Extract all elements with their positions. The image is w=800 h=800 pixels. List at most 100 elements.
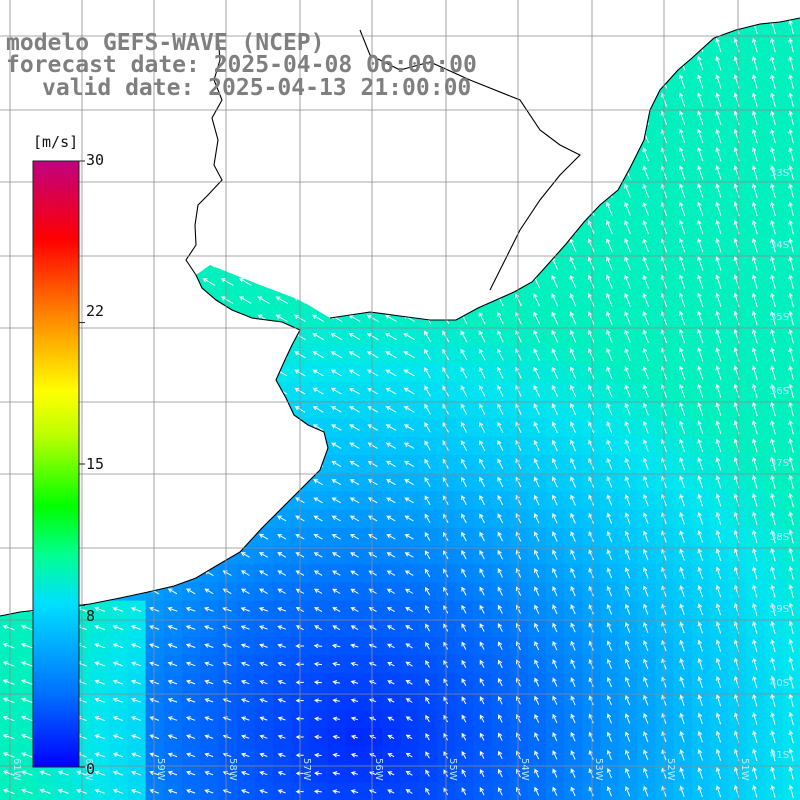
wind-arrow (606, 786, 612, 797)
wind-arrow (715, 584, 722, 598)
wind-cell (127, 291, 147, 310)
wind-cell (218, 509, 238, 529)
wind-arrow (239, 442, 251, 449)
wind-arrow (274, 150, 289, 159)
wind-cell (455, 291, 474, 310)
wind-cell (0, 564, 19, 583)
wind-arrow (367, 369, 379, 377)
wind-cell (327, 254, 347, 274)
wind-arrow (606, 421, 613, 434)
wind-cell (418, 254, 438, 274)
wind-arrow (403, 460, 415, 468)
wind-cell (91, 218, 110, 238)
wind-arrow (624, 676, 631, 688)
wind-cell (163, 127, 183, 147)
wind-arrow (349, 515, 360, 522)
wind-arrow (350, 661, 359, 667)
wind-arrow (165, 223, 180, 232)
wind-arrow (606, 713, 612, 724)
wind-cell (382, 200, 401, 219)
wind-arrow (423, 147, 432, 161)
wind-arrow (167, 588, 178, 595)
wind-cell (254, 218, 274, 238)
wind-arrow (423, 129, 432, 143)
wind-arrow (624, 56, 631, 71)
wind-arrow (1, 277, 16, 286)
wind-arrow (770, 419, 776, 435)
wind-cell (309, 236, 329, 256)
wind-cell (400, 182, 420, 201)
wind-arrow (165, 241, 180, 250)
wind-arrow (642, 37, 649, 53)
wind-cell (0, 546, 19, 565)
wind-cell (182, 345, 201, 365)
wind-arrow (588, 421, 595, 434)
wind-arrow (2, 496, 15, 504)
wind-arrow (751, 37, 758, 53)
wind-cell (0, 127, 19, 147)
wind-arrow (461, 696, 467, 705)
wind-arrow (770, 201, 776, 217)
wind-arrow (256, 168, 271, 177)
wind-arrow (384, 132, 398, 141)
wind-arrow (239, 296, 252, 304)
wind-arrow (715, 128, 722, 144)
wind-arrow (403, 6, 415, 13)
wind-arrow (461, 678, 467, 687)
wind-cell (491, 109, 511, 128)
wind-arrow (478, 385, 486, 397)
wind-cell (0, 382, 19, 401)
wind-arrow (679, 785, 685, 797)
wind-arrow (313, 698, 322, 703)
wind-arrow (148, 442, 160, 450)
wind-arrow (366, 351, 379, 359)
wind-arrow (129, 314, 143, 323)
wind-arrow (275, 332, 288, 341)
wind-arrow (384, 259, 398, 268)
wind-cell (127, 327, 147, 347)
wind-arrow (606, 219, 613, 235)
wind-arrow (533, 384, 540, 397)
wind-arrow (202, 205, 216, 214)
wind-arrow (256, 205, 271, 214)
wind-arrow (403, 351, 415, 359)
wind-arrow (770, 110, 776, 126)
wind-arrow (130, 405, 142, 413)
wind-arrow (752, 693, 758, 707)
wind-arrow (588, 439, 595, 452)
wind-arrow (167, 625, 178, 630)
wind-arrow (240, 698, 250, 703)
wind-arrow (129, 259, 143, 268)
wind-arrow (402, 41, 416, 50)
wind-arrow (460, 183, 468, 198)
wind-cell (254, 254, 274, 274)
wind-cell (564, 91, 583, 110)
wind-cell (546, 109, 565, 128)
wind-arrow (770, 128, 776, 144)
wind-arrow (624, 603, 631, 615)
wind-arrow (642, 457, 649, 470)
wind-arrow (147, 278, 161, 286)
wind-arrow (148, 351, 161, 359)
wind-arrow (643, 731, 649, 743)
wind-arrow (606, 658, 612, 669)
wind-cell (145, 163, 165, 183)
wind-arrow (311, 278, 325, 286)
wind-arrow (733, 328, 740, 344)
wind-arrow (497, 750, 503, 760)
wind-arrow (185, 625, 196, 630)
wind-arrow (240, 661, 250, 667)
wind-arrow (1, 350, 16, 359)
wind-arrow (478, 165, 486, 180)
wind-arrow (478, 202, 486, 216)
wind-cell (418, 109, 438, 128)
wind-arrow (679, 585, 685, 597)
wind-arrow (275, 314, 288, 322)
wind-cell (91, 200, 110, 219)
wind-cell (564, 54, 583, 74)
wind-cell (345, 200, 365, 219)
wind-cell (746, 18, 765, 19)
wind-arrow (606, 585, 613, 597)
wind-arrow (202, 332, 215, 341)
